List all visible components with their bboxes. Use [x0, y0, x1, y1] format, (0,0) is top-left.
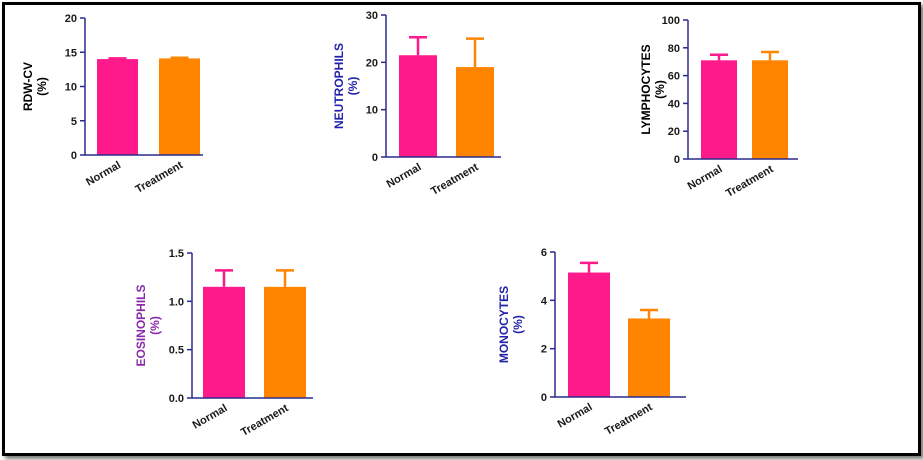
chart-monocytes: Normal Treatment 0 2 4 6 MONOCYTES (%)	[497, 247, 686, 438]
bar-treatment	[456, 67, 494, 157]
category-label: Normal	[84, 159, 123, 188]
y-axis-label: NEUTROPHILS	[332, 43, 346, 129]
y-tick-label: 5	[71, 116, 77, 128]
y-tick-label: 100	[662, 15, 680, 27]
y-axis-unit: (%)	[346, 77, 360, 96]
y-axis-label: LYMPHOCYTES	[639, 44, 653, 134]
bar-treatment	[264, 286, 306, 398]
y-tick-label: 0	[71, 150, 77, 162]
y-tick-label: 2	[541, 344, 547, 356]
y-tick-label: 4	[541, 295, 548, 307]
bar-normal	[568, 272, 610, 397]
y-tick-label: 20	[65, 13, 77, 25]
y-tick-label: 6	[541, 247, 547, 259]
category-label: Treatment	[429, 161, 481, 198]
y-tick-label: 0.5	[169, 345, 184, 357]
y-tick-label: 10	[366, 105, 378, 117]
y-axis-label: MONOCYTES	[497, 286, 511, 363]
y-tick-label: 20	[366, 57, 378, 69]
y-tick-label: 0	[372, 152, 378, 164]
y-tick-label: 20	[668, 126, 680, 138]
y-axis-unit: (%)	[148, 316, 162, 335]
chart-rdw-cv: Normal Treatment 0 5 10 15 20 RDW-CV (%)	[21, 13, 203, 196]
y-tick-label: 15	[65, 47, 77, 59]
y-tick-label: 1.0	[169, 296, 184, 308]
category-label: Treatment	[603, 401, 655, 438]
category-label: Treatment	[724, 163, 776, 200]
bar-treatment	[752, 60, 788, 160]
category-label: Treatment	[239, 402, 291, 439]
category-label: Normal	[191, 402, 230, 431]
y-axis-label: RDW-CV	[21, 62, 35, 111]
bar-normal	[203, 286, 245, 398]
bar-normal	[399, 55, 437, 157]
category-label: Normal	[556, 401, 595, 430]
chart-lymphocytes: Normal Treatment 0 20 40 60 80 100 LYMPHOCYTES (%…	[639, 15, 798, 200]
y-tick-label: 80	[668, 43, 680, 55]
y-tick-label: 40	[668, 98, 680, 110]
category-label: Treatment	[133, 159, 185, 196]
y-axis-label: EOSINOPHILS	[134, 284, 148, 366]
y-axis-unit: (%)	[511, 315, 525, 334]
category-label: Normal	[385, 161, 424, 190]
y-tick-label: 0.0	[169, 393, 184, 405]
y-tick-label: 0	[674, 154, 680, 166]
chart-eosinophils: Normal Treatment 0.0 0.5 1.0 1.5 EOSINOPHILS (%…	[134, 248, 313, 439]
y-axis-unit: (%)	[653, 80, 667, 99]
bar-normal	[97, 59, 138, 155]
chart-neutrophils: Normal Treatment 0 10 20 30 NEUTROPHILS (%)	[332, 10, 501, 198]
y-tick-label: 60	[668, 71, 680, 83]
bar-treatment	[628, 318, 670, 397]
bar-treatment	[159, 58, 200, 155]
category-label: Normal	[686, 163, 725, 192]
y-axis-unit: (%)	[35, 77, 49, 96]
y-tick-label: 1.5	[169, 248, 184, 260]
y-tick-label: 10	[65, 82, 77, 94]
bar-normal	[701, 60, 737, 160]
y-tick-label: 30	[366, 10, 378, 22]
y-tick-label: 0	[541, 392, 547, 404]
